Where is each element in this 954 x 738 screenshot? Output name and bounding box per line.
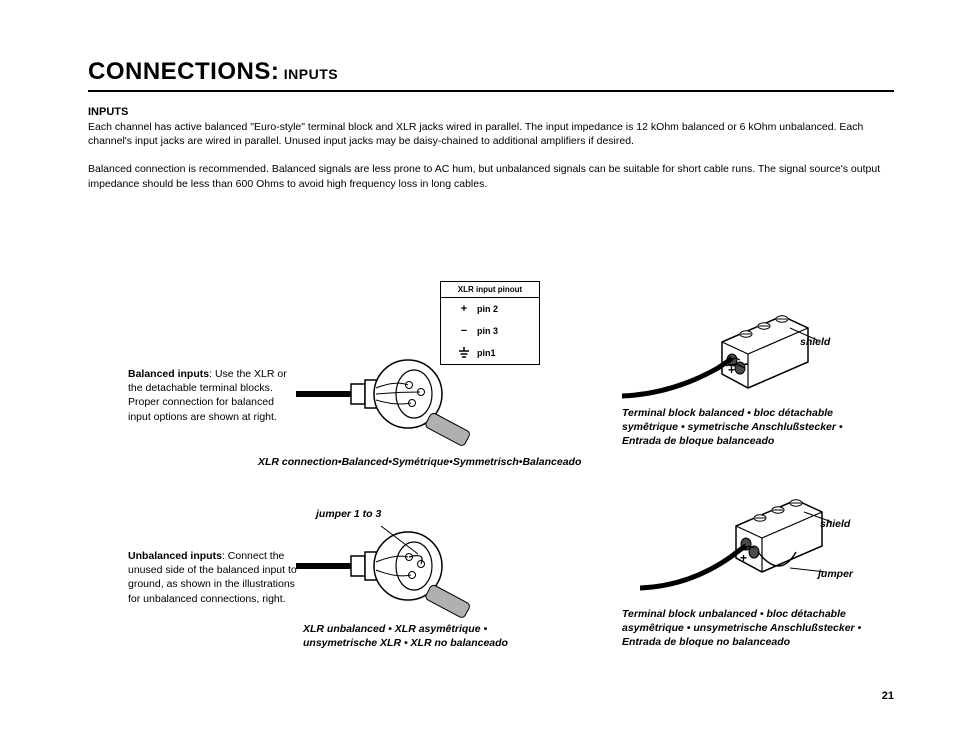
tb-unbalanced-caption: Terminal block unbalanced • bloc détacha… [622, 607, 862, 650]
unbalanced-note-bold: Unbalanced inputs [128, 550, 222, 562]
title-main: CONNECTIONS: [88, 58, 279, 85]
xlr-balanced-figure [296, 352, 496, 452]
svg-text:-: - [744, 355, 749, 371]
inputs-heading: INPUTS [88, 106, 894, 118]
pinout-sym-0: + [451, 303, 477, 315]
pinout-header: XLR input pinout [441, 282, 539, 298]
tb-bal-shield-label: shield [800, 335, 830, 349]
balanced-note: Balanced inputs: Use the XLR or the deta… [128, 367, 288, 424]
pinout-row-0: + pin 2 [441, 298, 539, 320]
para-2: Balanced connection is recommended. Bala… [88, 162, 894, 190]
pinout-sym-1: − [451, 325, 477, 337]
xlr-balanced-caption: XLR connection•Balanced•Symétrique•Symme… [258, 455, 588, 469]
svg-text:+: + [728, 363, 735, 377]
tb-unbalanced-figure: + [640, 490, 860, 600]
xlr-unbalanced-figure [296, 524, 496, 624]
tb-unbal-shield-label: shield [820, 517, 850, 531]
pinout-row-1: − pin 3 [441, 320, 539, 342]
tb-unbal-jumper-label: jumper [818, 567, 853, 581]
xlr-unbalanced-caption: XLR unbalanced • XLR asymêtrique • unsym… [303, 622, 533, 650]
tb-balanced-figure: + - [622, 298, 842, 408]
balanced-note-bold: Balanced inputs [128, 368, 209, 380]
title-sub: INPUTS [284, 66, 338, 82]
svg-text:+: + [740, 551, 747, 565]
page-number: 21 [882, 690, 894, 702]
tb-balanced-caption: Terminal block balanced • bloc détachabl… [622, 406, 852, 449]
page-title-row: CONNECTIONS: INPUTS [88, 58, 894, 92]
para-1: Each channel has active balanced "Euro-s… [88, 120, 894, 148]
jumper-1-3-label: jumper 1 to 3 [316, 507, 381, 521]
pinout-lbl-0: pin 2 [477, 304, 529, 314]
unbalanced-note: Unbalanced inputs: Connect the unused si… [128, 549, 298, 606]
pinout-lbl-1: pin 3 [477, 326, 529, 336]
